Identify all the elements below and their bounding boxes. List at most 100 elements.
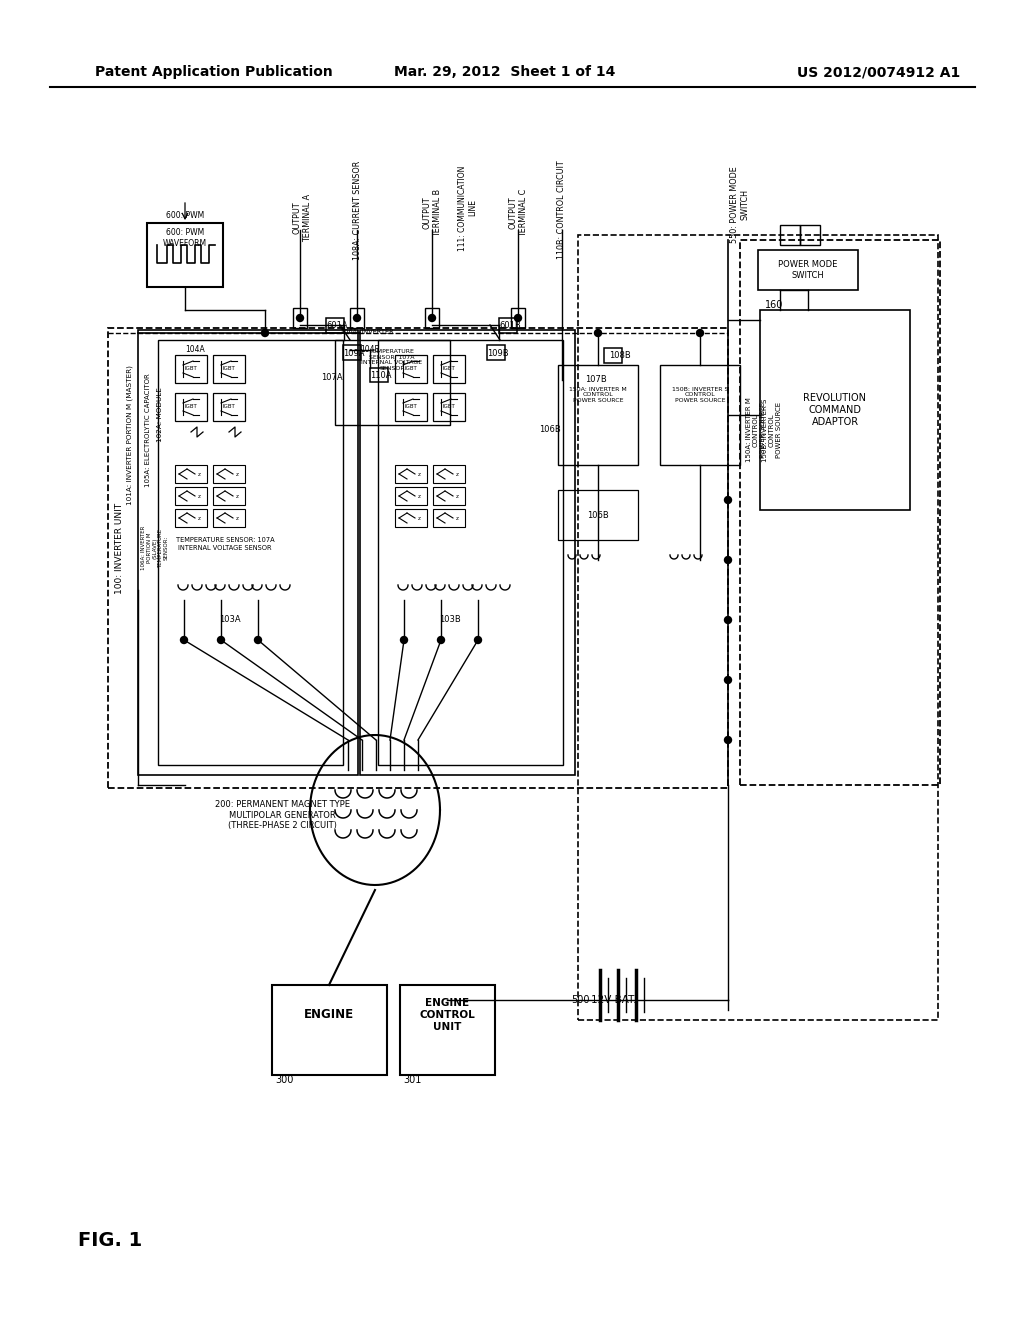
Text: 104A: 104A xyxy=(185,346,205,355)
Bar xyxy=(604,348,622,363)
Text: FIG. 1: FIG. 1 xyxy=(78,1230,142,1250)
Text: 103B: 103B xyxy=(439,615,461,624)
Text: 105A: ELECTROLYTIC CAPACITOR: 105A: ELECTROLYTIC CAPACITOR xyxy=(145,374,151,487)
Bar xyxy=(511,308,525,327)
Text: z: z xyxy=(236,494,239,499)
Bar xyxy=(158,341,343,766)
Bar xyxy=(335,341,450,425)
Text: 150B: INVERTER S
CONTROL
POWER SOURCE: 150B: INVERTER S CONTROL POWER SOURCE xyxy=(672,387,728,404)
Bar xyxy=(213,510,245,527)
Bar xyxy=(758,249,858,290)
Text: 600: PWM: 600: PWM xyxy=(166,211,204,220)
Bar xyxy=(400,985,495,1074)
Bar xyxy=(213,393,245,421)
Text: z: z xyxy=(418,494,421,499)
Text: Patent Application Publication: Patent Application Publication xyxy=(95,65,333,79)
Circle shape xyxy=(353,314,360,322)
Text: IGBT: IGBT xyxy=(222,367,236,371)
Bar xyxy=(578,235,938,1020)
Circle shape xyxy=(595,330,601,337)
Bar xyxy=(272,985,387,1074)
Text: IGBT: IGBT xyxy=(404,404,418,409)
Text: 108B: 108B xyxy=(609,351,631,359)
Text: 101A: INVERTER PORTION M (MASTER): 101A: INVERTER PORTION M (MASTER) xyxy=(127,366,133,506)
Text: REVOLUTION
COMMAND
ADAPTOR: REVOLUTION COMMAND ADAPTOR xyxy=(804,393,866,426)
Bar xyxy=(175,510,207,527)
Bar xyxy=(213,465,245,483)
Text: 150A: INVERTER M
CONTROL
POWER SOURCE: 150A: INVERTER M CONTROL POWER SOURCE xyxy=(569,387,627,404)
Text: POWER MODE
SWITCH: POWER MODE SWITCH xyxy=(778,260,838,280)
Bar xyxy=(499,318,517,333)
Text: z: z xyxy=(236,516,239,520)
Bar xyxy=(800,224,820,246)
Text: IGBT: IGBT xyxy=(184,367,198,371)
Bar xyxy=(350,308,364,327)
Bar xyxy=(760,310,910,510)
Text: z: z xyxy=(456,494,459,499)
Circle shape xyxy=(297,314,303,322)
Text: 150B: INVERTER S
CONTROL
POWER SOURCE: 150B: INVERTER S CONTROL POWER SOURCE xyxy=(762,399,782,462)
Text: 109B: 109B xyxy=(487,348,509,358)
Bar xyxy=(138,330,358,775)
Text: z: z xyxy=(198,494,201,499)
Bar xyxy=(558,490,638,540)
Circle shape xyxy=(400,636,408,644)
Circle shape xyxy=(255,636,261,644)
Text: 103A: 103A xyxy=(219,615,241,624)
Text: z: z xyxy=(198,516,201,520)
Bar xyxy=(433,393,465,421)
Text: 150A: INVERTER M
CONTROL
POWER SOURCE: 150A: INVERTER M CONTROL POWER SOURCE xyxy=(746,397,766,462)
Bar xyxy=(175,487,207,506)
Bar xyxy=(660,366,740,465)
Text: IGBT: IGBT xyxy=(442,404,456,409)
Text: z: z xyxy=(198,471,201,477)
Bar xyxy=(425,308,439,327)
Bar xyxy=(395,393,427,421)
Bar xyxy=(343,345,361,360)
Circle shape xyxy=(437,636,444,644)
Text: 550: POWER MODE
SWITCH: 550: POWER MODE SWITCH xyxy=(730,166,750,243)
Bar xyxy=(360,330,575,775)
Circle shape xyxy=(180,636,187,644)
Bar xyxy=(293,308,307,327)
Text: 106A: INVERTER
PORTION M
(SLAVE)
TEMPERATURE
SENSOR:: 106A: INVERTER PORTION M (SLAVE) TEMPERA… xyxy=(141,525,169,570)
Bar xyxy=(395,465,427,483)
Text: z: z xyxy=(456,516,459,520)
Text: ENGINE
CONTROL
UNIT: ENGINE CONTROL UNIT xyxy=(419,998,475,1032)
Text: 107A: 107A xyxy=(322,374,343,383)
Text: z: z xyxy=(418,516,421,520)
Text: 301: 301 xyxy=(403,1074,422,1085)
Bar xyxy=(433,465,465,483)
Text: 100: INVERTER UNIT: 100: INVERTER UNIT xyxy=(115,503,124,594)
Bar xyxy=(175,465,207,483)
Bar xyxy=(108,327,728,788)
Text: IGBT: IGBT xyxy=(184,404,198,409)
Circle shape xyxy=(217,636,224,644)
Circle shape xyxy=(725,737,731,743)
Bar xyxy=(433,487,465,506)
Circle shape xyxy=(428,314,435,322)
Circle shape xyxy=(725,616,731,623)
Bar xyxy=(213,355,245,383)
Text: IGBT: IGBT xyxy=(222,404,236,409)
Text: 110B: CONTROL CIRCUIT: 110B: CONTROL CIRCUIT xyxy=(557,161,566,259)
Text: ENGINE: ENGINE xyxy=(304,1008,354,1022)
Bar xyxy=(378,341,563,766)
Text: 160: 160 xyxy=(765,300,783,310)
Bar xyxy=(395,510,427,527)
Text: z: z xyxy=(456,471,459,477)
Bar xyxy=(147,223,223,286)
Circle shape xyxy=(725,496,731,503)
Text: 110A: 110A xyxy=(370,371,391,380)
Text: IGBT: IGBT xyxy=(442,367,456,371)
Text: 104B: 104B xyxy=(360,346,380,355)
Circle shape xyxy=(514,314,521,322)
Text: 102A: MODULE: 102A: MODULE xyxy=(157,388,163,442)
Text: Mar. 29, 2012  Sheet 1 of 14: Mar. 29, 2012 Sheet 1 of 14 xyxy=(394,65,615,79)
Circle shape xyxy=(696,330,703,337)
Bar xyxy=(780,224,800,246)
Text: z: z xyxy=(418,471,421,477)
Circle shape xyxy=(725,557,731,564)
Bar xyxy=(370,368,388,381)
Text: TEMPERATURE
SENSOR: 107A
INTERNAL VOLTAGE
SENSOR: TEMPERATURE SENSOR: 107A INTERNAL VOLTAG… xyxy=(361,348,423,371)
